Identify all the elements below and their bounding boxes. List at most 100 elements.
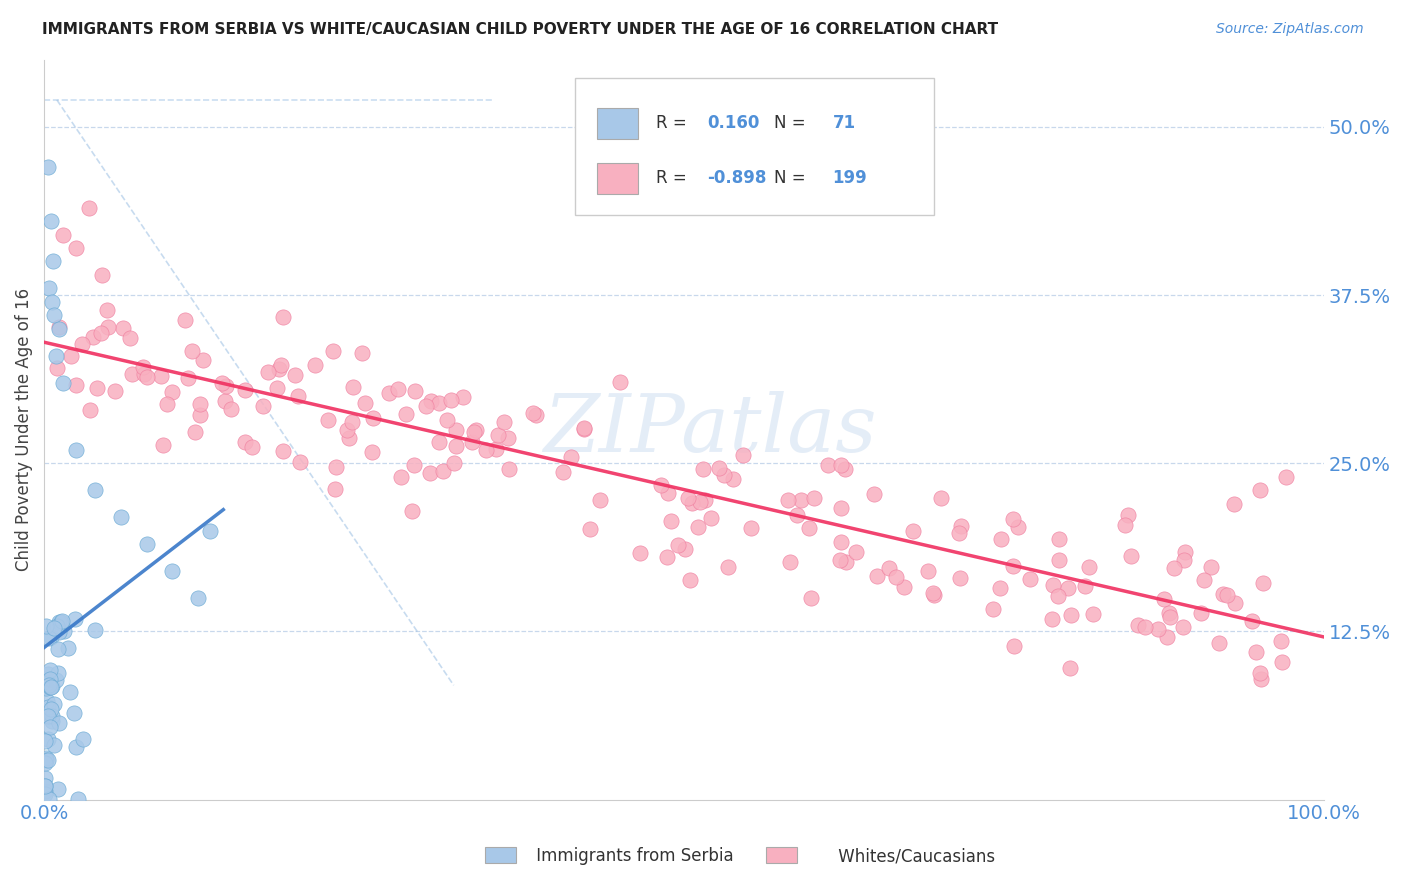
Point xyxy=(446,439,468,453)
Point xyxy=(461,435,484,450)
Point xyxy=(429,395,451,409)
Point xyxy=(39,663,62,677)
Point xyxy=(188,397,211,411)
Point xyxy=(46,666,69,681)
Point xyxy=(44,738,66,752)
Point xyxy=(1240,614,1263,628)
FancyBboxPatch shape xyxy=(598,108,638,139)
Point xyxy=(800,591,823,605)
Text: ZIPatlas: ZIPatlas xyxy=(543,391,876,468)
Point xyxy=(45,349,67,363)
Text: N =: N = xyxy=(773,169,810,187)
Point xyxy=(266,381,288,395)
Point xyxy=(463,425,485,439)
Point xyxy=(214,393,236,408)
Point xyxy=(901,524,924,539)
Point xyxy=(1081,607,1104,621)
Point xyxy=(948,526,970,541)
Point xyxy=(97,320,120,334)
Point xyxy=(323,482,346,496)
Point xyxy=(215,378,238,392)
Text: 199: 199 xyxy=(832,169,868,187)
Point xyxy=(650,478,672,492)
Point xyxy=(1114,517,1136,532)
Point xyxy=(692,462,714,476)
Point xyxy=(37,694,59,708)
Point xyxy=(72,732,94,747)
Point xyxy=(1001,559,1024,574)
Point xyxy=(118,331,141,345)
Point xyxy=(1073,579,1095,593)
Point xyxy=(34,733,56,747)
Point xyxy=(56,641,79,656)
Point xyxy=(835,555,858,569)
Point xyxy=(572,421,595,435)
Point xyxy=(395,407,418,421)
Point xyxy=(834,462,856,476)
Point xyxy=(200,524,222,538)
Point xyxy=(46,782,69,797)
Point xyxy=(681,496,703,510)
Point xyxy=(39,702,62,716)
Point xyxy=(342,380,364,394)
Point xyxy=(45,618,67,632)
Point xyxy=(1042,578,1064,592)
Point xyxy=(184,425,207,440)
Point xyxy=(35,751,58,765)
Point xyxy=(342,415,364,429)
Point xyxy=(325,459,347,474)
Point xyxy=(655,549,678,564)
Point xyxy=(1001,512,1024,526)
Point xyxy=(863,487,886,501)
Point xyxy=(666,538,689,552)
Point xyxy=(1156,630,1178,644)
Point xyxy=(695,492,717,507)
Point xyxy=(104,384,127,398)
Point xyxy=(678,574,700,588)
Point xyxy=(1251,575,1274,590)
Point xyxy=(48,615,70,629)
Point xyxy=(39,214,62,228)
Point xyxy=(443,456,465,470)
Point xyxy=(1199,559,1222,574)
Point xyxy=(1244,645,1267,659)
Point xyxy=(1171,620,1194,634)
Point xyxy=(42,254,65,268)
Point xyxy=(1194,573,1216,587)
Point xyxy=(440,392,463,407)
Point xyxy=(162,385,184,400)
Point xyxy=(44,621,66,635)
Point xyxy=(453,390,475,404)
Point xyxy=(949,571,972,585)
Point xyxy=(657,486,679,500)
Point xyxy=(845,545,868,559)
Point xyxy=(46,360,69,375)
Point xyxy=(51,615,73,630)
Point xyxy=(35,753,58,767)
Point xyxy=(673,541,696,556)
Point xyxy=(233,383,256,397)
Point xyxy=(817,458,839,472)
Point xyxy=(110,510,132,524)
Point xyxy=(39,681,62,695)
Point xyxy=(485,442,508,456)
Point xyxy=(82,330,104,344)
Point xyxy=(628,546,651,560)
Text: 0.160: 0.160 xyxy=(707,113,759,131)
Point xyxy=(34,787,56,801)
Point xyxy=(41,714,63,729)
Point xyxy=(350,346,373,360)
Point xyxy=(551,465,574,479)
Point xyxy=(187,591,209,605)
Point xyxy=(271,443,294,458)
Point xyxy=(37,753,59,767)
Point xyxy=(949,519,972,533)
Point xyxy=(990,533,1012,547)
Point xyxy=(496,431,519,445)
Point xyxy=(776,492,799,507)
Point xyxy=(789,493,811,508)
Point xyxy=(191,352,214,367)
Point xyxy=(1271,655,1294,669)
Point xyxy=(1274,469,1296,483)
Point xyxy=(353,396,375,410)
